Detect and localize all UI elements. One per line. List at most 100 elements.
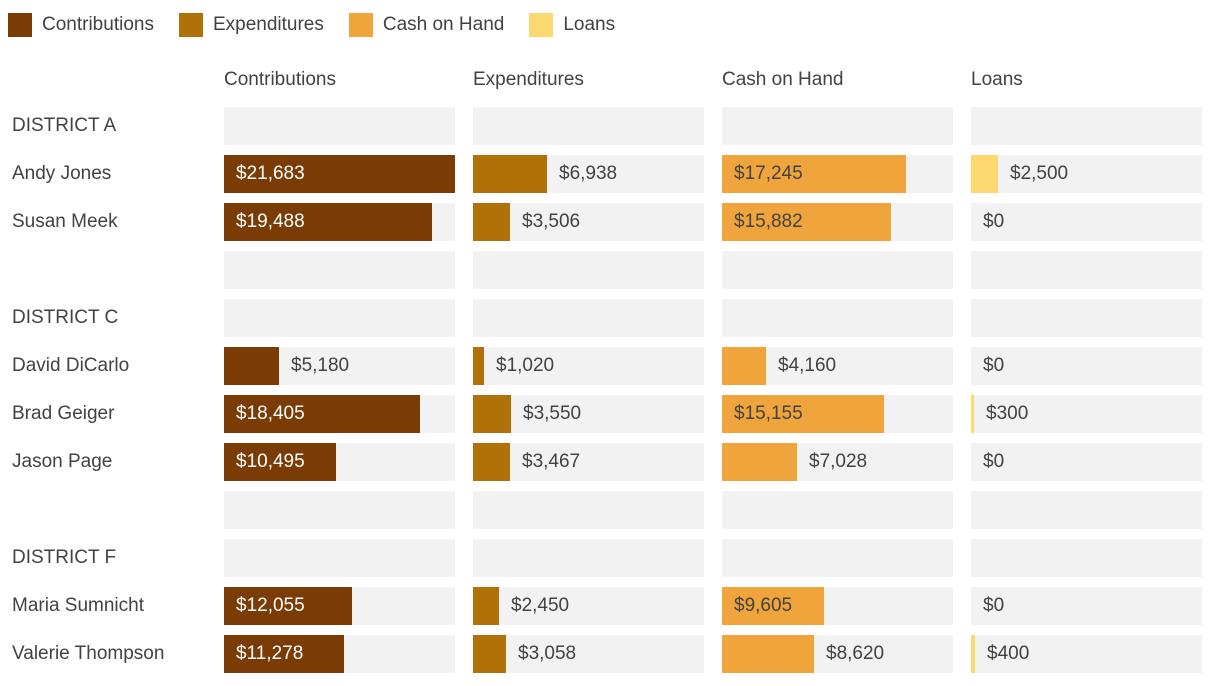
bar-track: $8,620	[722, 635, 953, 673]
bar-value-label: $9,605	[734, 595, 793, 616]
cash-on-hand-swatch-icon	[348, 13, 373, 37]
bar-track	[224, 491, 455, 529]
table-row: Valerie Thompson $11,278 $3,058 $8,620 $400	[0, 635, 1220, 673]
bar-value-label: $12,055	[236, 595, 305, 616]
spacer-row	[0, 251, 1220, 289]
chart-rows: DISTRICT A Andy Jones $21,683 $6,938 $17,245…	[0, 107, 1220, 673]
bar-value-label: $15,155	[734, 403, 803, 424]
column-header-contributions: Contributions	[224, 69, 336, 90]
bar-track: $15,882	[722, 203, 953, 241]
bar-value-label: $300	[986, 403, 1029, 424]
candidate-name: Andy Jones	[12, 163, 112, 184]
bar-value-label: $4,160	[778, 355, 837, 376]
bar	[224, 347, 280, 385]
bar-value-label: $2,500	[1010, 163, 1069, 184]
legend-item-cash-on-hand: Cash on Hand	[348, 13, 505, 37]
bar-track	[971, 299, 1202, 337]
legend-label: Loans	[563, 14, 616, 35]
candidate-name: Jason Page	[12, 451, 113, 472]
chart-legend: Contributions Expenditures Cash on Hand …	[0, 0, 1220, 37]
bar-value-label: $3,058	[518, 643, 577, 664]
bar-value-label: $1,020	[496, 355, 555, 376]
legend-item-contributions: Contributions	[8, 13, 154, 37]
candidate-name	[12, 251, 206, 289]
bar-track	[473, 299, 704, 337]
bar-track: $6,938	[473, 155, 704, 193]
bar-track	[722, 539, 953, 577]
bar-track	[722, 107, 953, 145]
bar-value-label: $19,488	[236, 211, 305, 232]
spacer-row	[0, 491, 1220, 529]
column-header-cash-on-hand: Cash on Hand	[722, 69, 844, 90]
bar-track	[473, 491, 704, 529]
bar-value-label: $8,620	[826, 643, 885, 664]
candidate-name: Valerie Thompson	[12, 643, 165, 664]
bar-value-label: $6,938	[559, 163, 618, 184]
bar	[722, 155, 906, 193]
bar-value-label: $18,405	[236, 403, 305, 424]
bar-track	[971, 539, 1202, 577]
district-row: DISTRICT A	[0, 107, 1220, 145]
bar	[473, 635, 506, 673]
bar	[473, 443, 510, 481]
bar-track: $19,488	[224, 203, 455, 241]
bar-track	[971, 107, 1202, 145]
bar-track: $5,180	[224, 347, 455, 385]
bar-value-label: $2,450	[511, 595, 570, 616]
bar	[224, 395, 421, 433]
column-header-loans: Loans	[971, 69, 1023, 90]
column-header-row: Contributions Expenditures Cash on Hand …	[0, 69, 1220, 91]
bar-track	[224, 107, 455, 145]
bar-track	[971, 491, 1202, 529]
district-row: DISTRICT F	[0, 539, 1220, 577]
bar-track	[473, 107, 704, 145]
bar-value-label: $0	[983, 595, 1005, 616]
bar	[722, 395, 884, 433]
bar	[971, 155, 998, 193]
bar-track: $2,450	[473, 587, 704, 625]
bar-value-label: $15,882	[734, 211, 803, 232]
bar	[722, 635, 814, 673]
bar-track	[224, 539, 455, 577]
bar-value-label: $11,278	[236, 643, 304, 664]
bar	[224, 587, 353, 625]
bar	[224, 443, 336, 481]
bar	[224, 635, 345, 673]
district-label: DISTRICT A	[12, 115, 117, 136]
candidate-name: Susan Meek	[12, 211, 118, 232]
bar-track	[722, 299, 953, 337]
bar-value-label: $0	[983, 211, 1005, 232]
table-row: Andy Jones $21,683 $6,938 $17,245 $2,500	[0, 155, 1220, 193]
bar-track: $17,245	[722, 155, 953, 193]
bar-track: $15,155	[722, 395, 953, 433]
bar-track: $0	[971, 203, 1202, 241]
candidate-name: Maria Sumnicht	[12, 595, 144, 616]
bar-value-label: $0	[983, 355, 1005, 376]
bar-value-label: $17,245	[734, 163, 803, 184]
legend-label: Expenditures	[212, 14, 324, 35]
legend-label: Cash on Hand	[382, 14, 505, 35]
bar	[722, 443, 797, 481]
bar-track	[722, 251, 953, 289]
bar	[473, 347, 484, 385]
bar-value-label: $400	[987, 643, 1030, 664]
bar-track: $3,550	[473, 395, 704, 433]
candidate-name: David DiCarlo	[12, 355, 130, 376]
bar	[722, 587, 825, 625]
bar-value-label: $7,028	[809, 451, 868, 472]
bar-track: $12,055	[224, 587, 455, 625]
bar-track: $1,020	[473, 347, 704, 385]
label-column-spacer	[12, 69, 206, 91]
bar	[224, 155, 455, 193]
bar-track: $3,506	[473, 203, 704, 241]
table-row: David DiCarlo $5,180 $1,020 $4,160 $0	[0, 347, 1220, 385]
district-label: DISTRICT C	[12, 307, 119, 328]
bar-track	[473, 539, 704, 577]
bar-value-label: $0	[983, 451, 1005, 472]
table-row: Brad Geiger $18,405 $3,550 $15,155 $300	[0, 395, 1220, 433]
bar-track: $4,160	[722, 347, 953, 385]
bar-track: $21,683	[224, 155, 455, 193]
bar-track: $300	[971, 395, 1202, 433]
bar	[971, 635, 976, 673]
